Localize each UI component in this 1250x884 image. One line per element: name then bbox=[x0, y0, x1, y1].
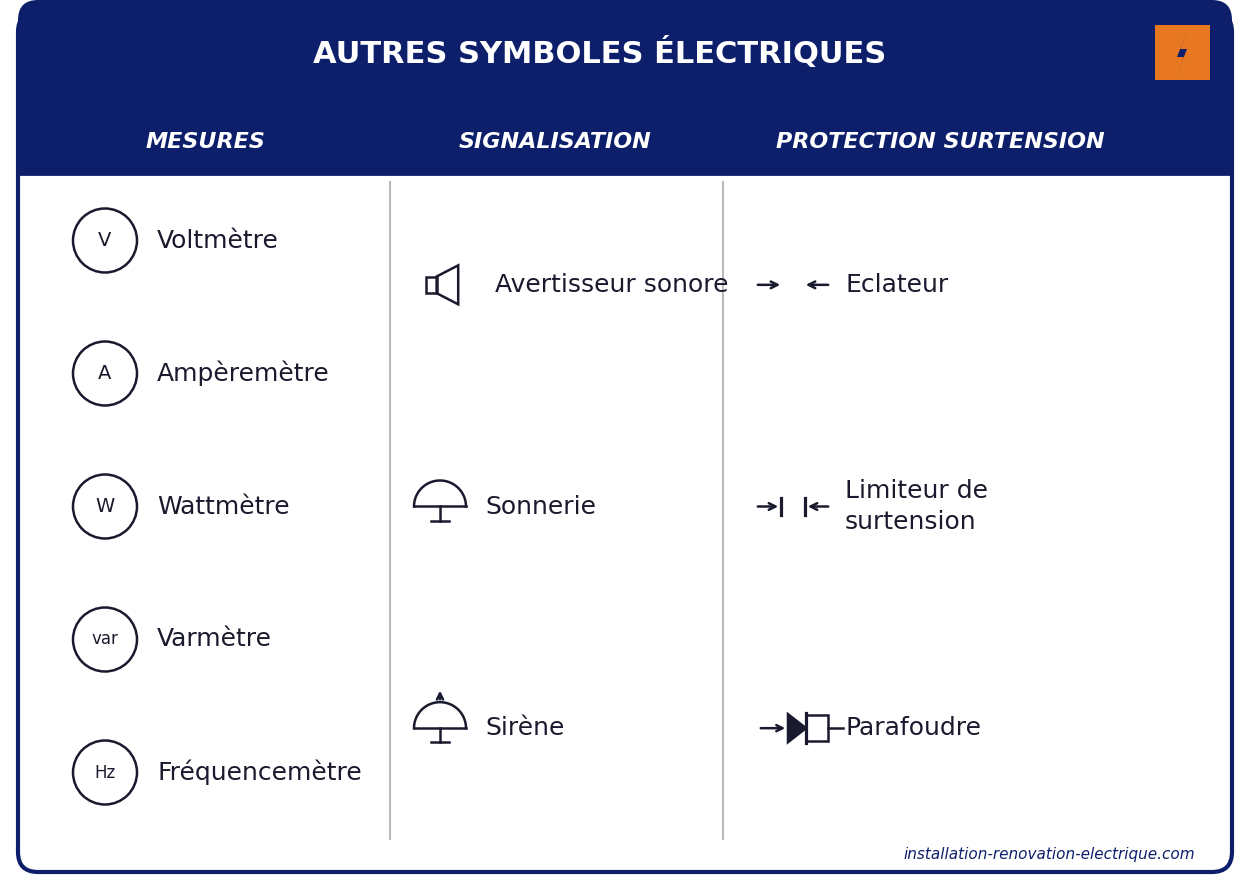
Bar bbox=[806, 715, 828, 741]
Text: Hz: Hz bbox=[95, 764, 115, 781]
Text: MESURES: MESURES bbox=[145, 132, 265, 152]
Text: Ampèremètre: Ampèremètre bbox=[158, 361, 330, 386]
Text: Varmètre: Varmètre bbox=[158, 628, 272, 652]
Text: A: A bbox=[99, 364, 111, 383]
Text: Sirène: Sirène bbox=[485, 716, 565, 740]
Text: Voltmètre: Voltmètre bbox=[158, 228, 279, 253]
Text: Parafoudre: Parafoudre bbox=[845, 716, 981, 740]
Text: W: W bbox=[95, 497, 115, 516]
Text: installation-renovation-electrique.com: installation-renovation-electrique.com bbox=[904, 847, 1195, 862]
Polygon shape bbox=[788, 714, 806, 743]
Text: Eclateur: Eclateur bbox=[845, 273, 949, 297]
Text: Limiteur de
surtension: Limiteur de surtension bbox=[845, 479, 988, 534]
Text: SIGNALISATION: SIGNALISATION bbox=[459, 132, 651, 152]
Text: Wattmètre: Wattmètre bbox=[158, 494, 290, 519]
Text: Avertisseur sonore: Avertisseur sonore bbox=[495, 273, 729, 297]
FancyBboxPatch shape bbox=[18, 12, 1232, 872]
FancyBboxPatch shape bbox=[18, 0, 1232, 174]
Polygon shape bbox=[1176, 29, 1188, 77]
Bar bbox=[1155, 25, 1210, 80]
Text: AUTRES SYMBOLES ÉLECTRIQUES: AUTRES SYMBOLES ÉLECTRIQUES bbox=[314, 37, 886, 69]
Text: PROTECTION SURTENSION: PROTECTION SURTENSION bbox=[776, 132, 1104, 152]
Text: Fréquencemètre: Fréquencemètre bbox=[158, 759, 361, 785]
Bar bbox=[18, 149, 1232, 174]
Bar bbox=[426, 277, 436, 293]
Text: Sonnerie: Sonnerie bbox=[485, 494, 596, 519]
Text: V: V bbox=[99, 231, 111, 250]
Text: var: var bbox=[91, 630, 119, 649]
